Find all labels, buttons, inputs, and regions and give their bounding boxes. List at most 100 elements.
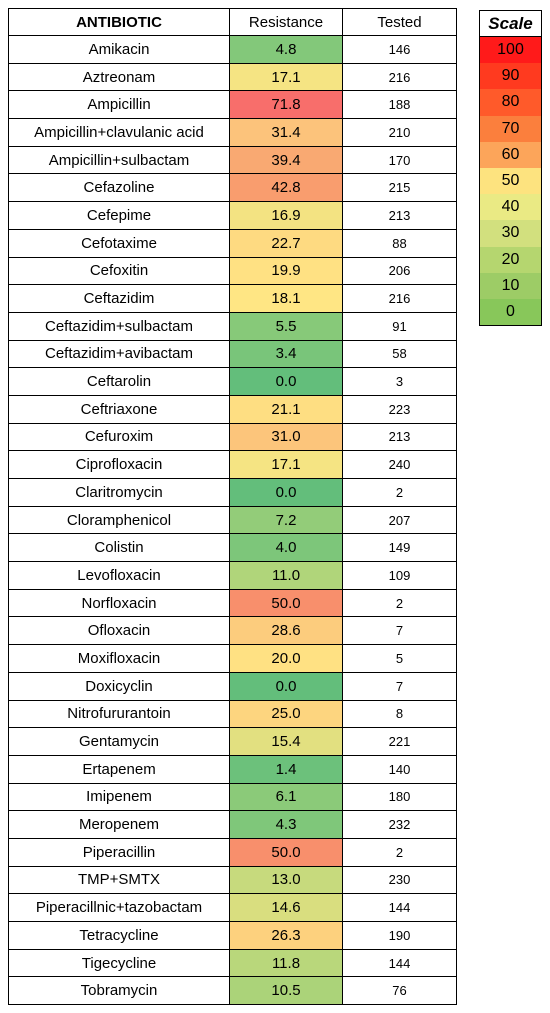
table-row: Moxifloxacin 20.0 5 xyxy=(8,644,457,673)
antibiotic-name: Doxicyclin xyxy=(8,671,230,701)
tested-count: 188 xyxy=(342,90,457,120)
scale-step: 40 xyxy=(479,194,542,221)
antibiotic-name: TMP+SMTX xyxy=(8,865,230,895)
scale-step: 90 xyxy=(479,63,542,90)
table-row: Doxicyclin 0.0 7 xyxy=(8,671,457,701)
antibiotic-name: Amikacin xyxy=(8,35,230,64)
resistance-value: 39.4 xyxy=(229,145,343,175)
antibiotic-name: Cefotaxime xyxy=(8,228,230,258)
antibiotic-name: Ceftarolin xyxy=(8,367,230,396)
resistance-value: 4.0 xyxy=(229,533,343,563)
resistance-value: 21.1 xyxy=(229,394,343,424)
scale-step: 60 xyxy=(479,141,542,168)
table-row: Ofloxacin 28.6 7 xyxy=(8,616,457,646)
resistance-value: 16.9 xyxy=(229,201,343,230)
antibiotic-header: ANTIBIOTIC xyxy=(8,8,230,36)
tested-count: 91 xyxy=(342,311,457,341)
resistance-value: 17.1 xyxy=(229,62,343,92)
tested-count: 2 xyxy=(342,588,457,618)
table-row: Cefoxitin 19.9 206 xyxy=(8,256,457,286)
scale-step: 100 xyxy=(479,36,542,64)
tested-count: 213 xyxy=(342,201,457,230)
antibiotic-name: Colistin xyxy=(8,533,230,563)
resistance-table: ANTIBIOTIC Resistance Tested Amikacin 4.8… xyxy=(8,8,457,1006)
antibiotic-name: Levofloxacin xyxy=(8,561,230,590)
tested-count: 232 xyxy=(342,810,457,839)
tested-count: 216 xyxy=(342,284,457,313)
scale-title: Scale xyxy=(479,10,542,37)
resistance-value: 50.0 xyxy=(229,837,343,867)
tested-count: 170 xyxy=(342,145,457,175)
table-row: Gentamycin 15.4 221 xyxy=(8,727,457,756)
table-row: Cefotaxime 22.7 88 xyxy=(8,228,457,258)
resistance-value: 4.8 xyxy=(229,35,343,64)
antibiotic-name: Ampicillin+sulbactam xyxy=(8,145,230,175)
resistance-value: 15.4 xyxy=(229,727,343,756)
table-row: Ampicillin+sulbactam 39.4 170 xyxy=(8,145,457,175)
antibiotic-name: Ampicillin+clavulanic acid xyxy=(8,118,230,147)
table-row: Piperacillin 50.0 2 xyxy=(8,837,457,867)
resistance-value: 42.8 xyxy=(229,173,343,203)
tested-count: 109 xyxy=(342,561,457,590)
tested-count: 5 xyxy=(342,644,457,673)
antibiotic-name: Cefepime xyxy=(8,201,230,230)
resistance-value: 3.4 xyxy=(229,339,343,369)
resistance-value: 7.2 xyxy=(229,505,343,535)
header-row: ANTIBIOTIC Resistance Tested xyxy=(8,8,457,36)
table-row: Tobramycin 10.5 76 xyxy=(8,976,457,1006)
table-row: Ceftazidim 18.1 216 xyxy=(8,284,457,313)
antibiotic-name: Ceftazidim+sulbactam xyxy=(8,311,230,341)
tested-count: 144 xyxy=(342,893,457,922)
table-row: Aztreonam 17.1 216 xyxy=(8,62,457,92)
antibiotic-name: Tetracycline xyxy=(8,921,230,950)
resistance-value: 25.0 xyxy=(229,699,343,729)
table-row: Amikacin 4.8 146 xyxy=(8,35,457,64)
antibiotic-name: Aztreonam xyxy=(8,62,230,92)
table-row: Cloramphenicol 7.2 207 xyxy=(8,505,457,535)
resistance-value: 31.4 xyxy=(229,118,343,147)
scale-step: 0 xyxy=(479,298,542,327)
tested-count: 180 xyxy=(342,782,457,812)
table-row: Cefazoline 42.8 215 xyxy=(8,173,457,203)
tested-count: 210 xyxy=(342,118,457,147)
table-row: Piperacillnic+tazobactam 14.6 144 xyxy=(8,893,457,922)
table-row: Ertapenem 1.4 140 xyxy=(8,754,457,784)
table-row: Ampicillin 71.8 188 xyxy=(8,90,457,120)
tested-count: 2 xyxy=(342,837,457,867)
tested-count: 149 xyxy=(342,533,457,563)
tested-count: 146 xyxy=(342,35,457,64)
antibiotic-name: Norfloxacin xyxy=(8,588,230,618)
antibiotic-name: Claritromycin xyxy=(8,478,230,507)
antibiotic-name: Ceftazidim xyxy=(8,284,230,313)
tested-header: Tested xyxy=(342,8,457,36)
antibiotic-name: Ampicillin xyxy=(8,90,230,120)
tested-count: 7 xyxy=(342,671,457,701)
tested-count: 221 xyxy=(342,727,457,756)
tested-count: 88 xyxy=(342,228,457,258)
table-row: Ciprofloxacin 17.1 240 xyxy=(8,450,457,479)
resistance-value: 71.8 xyxy=(229,90,343,120)
antibiotic-name: Cefuroxim xyxy=(8,422,230,452)
table-row: Colistin 4.0 149 xyxy=(8,533,457,563)
resistance-value: 18.1 xyxy=(229,284,343,313)
scale-step: 30 xyxy=(479,220,542,247)
table-row: Ampicillin+clavulanic acid 31.4 210 xyxy=(8,118,457,147)
table-row: Tetracycline 26.3 190 xyxy=(8,921,457,950)
table-body: Amikacin 4.8 146 Aztreonam 17.1 216 Ampicillin… xyxy=(8,35,457,1006)
antibiotic-name: Ceftriaxone xyxy=(8,394,230,424)
tested-count: 140 xyxy=(342,754,457,784)
table-row: TMP+SMTX 13.0 230 xyxy=(8,865,457,895)
tested-count: 2 xyxy=(342,478,457,507)
tested-count: 8 xyxy=(342,699,457,729)
resistance-value: 13.0 xyxy=(229,865,343,895)
resistance-value: 17.1 xyxy=(229,450,343,479)
resistance-value: 0.0 xyxy=(229,367,343,396)
antibiotic-name: Moxifloxacin xyxy=(8,644,230,673)
table-row: Cefepime 16.9 213 xyxy=(8,201,457,230)
resistance-value: 4.3 xyxy=(229,810,343,839)
scale-body: Scale 100 90 80 70 60 50 40 30 20 10 0 xyxy=(479,10,542,327)
table-row: Norfloxacin 50.0 2 xyxy=(8,588,457,618)
tested-count: 215 xyxy=(342,173,457,203)
antibiotic-name: Tobramycin xyxy=(8,976,230,1006)
tested-count: 216 xyxy=(342,62,457,92)
